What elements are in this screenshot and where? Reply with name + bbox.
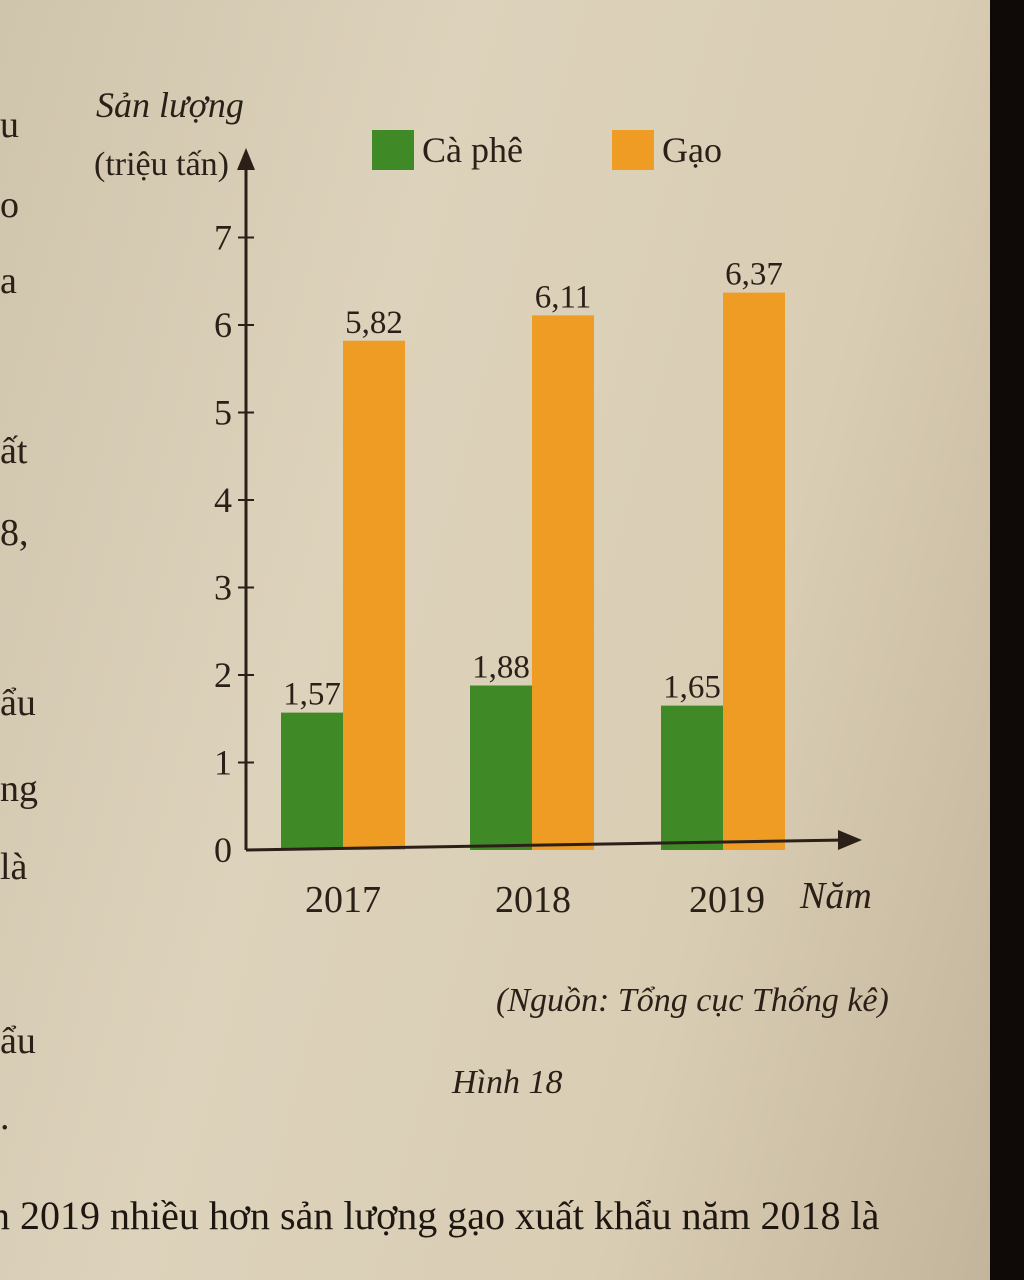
margin-fragment: ẩu xyxy=(0,1020,36,1062)
x-axis-arrow xyxy=(838,830,862,850)
margin-fragment: u xyxy=(0,104,19,146)
y-tick-label: 6 xyxy=(214,305,232,345)
source-note: (Nguồn: Tổng cục Thống kê) xyxy=(496,982,889,1019)
y-axis-unit: (triệu tấn) xyxy=(94,146,229,183)
legend-swatch-coffee xyxy=(372,130,414,170)
bar-coffee-2017 xyxy=(281,712,343,850)
body-text-line: n 2019 nhiều hơn sản lượng gạo xuất khẩu… xyxy=(0,1193,880,1238)
margin-fragment: a xyxy=(0,260,17,302)
legend-label-coffee: Cà phê xyxy=(422,130,523,170)
legend-label-rice: Gạo xyxy=(662,130,722,170)
y-tick-label: 4 xyxy=(214,480,232,520)
y-tick-label: 5 xyxy=(214,393,232,433)
bar-coffee-2018 xyxy=(470,685,532,850)
data-label: 6,37 xyxy=(725,257,783,293)
data-label: 6,11 xyxy=(535,279,592,315)
data-label: 1,57 xyxy=(283,677,341,713)
x-tick-label: 2019 xyxy=(689,879,765,921)
margin-fragment: ất xyxy=(0,430,28,472)
margin-fragment: là xyxy=(0,846,28,888)
bar-rice-2019 xyxy=(723,292,785,850)
x-tick-label: 2018 xyxy=(495,879,571,921)
margin-fragment: ẩu xyxy=(0,682,36,724)
data-label: 1,88 xyxy=(472,650,530,686)
legend-swatch-rice xyxy=(612,130,654,170)
margin-fragment: . xyxy=(0,1096,10,1138)
margin-fragment: ng xyxy=(0,768,38,810)
textbook-page: 0 1 2 3 4 5 6 7 1,57 1,88 1,65 5,82 6,11 6,37 2017 201… xyxy=(0,0,990,1280)
x-axis-title: Năm xyxy=(799,875,872,917)
data-label: 1,65 xyxy=(663,670,721,706)
y-tick-label: 7 xyxy=(214,218,232,258)
figure-caption: Hình 18 xyxy=(452,1064,563,1101)
y-axis-arrow xyxy=(237,148,255,170)
x-axis xyxy=(245,838,846,852)
margin-fragment: o xyxy=(0,184,19,226)
y-tick-label: 1 xyxy=(214,743,232,783)
y-tick-label: 2 xyxy=(214,655,232,695)
bar-rice-2017 xyxy=(343,340,405,850)
y-tick-label: 0 xyxy=(214,830,232,870)
data-label: 5,82 xyxy=(345,305,403,341)
bar-chart: 0 1 2 3 4 5 6 7 1,57 1,88 1,65 5,82 6,11 6,37 2017 201… xyxy=(94,85,872,921)
bar-rice-2018 xyxy=(532,315,594,850)
y-tick-label: 3 xyxy=(214,568,232,608)
bar-coffee-2019 xyxy=(661,705,723,850)
y-axis-title: Sản lượng xyxy=(96,85,244,125)
margin-fragment: 8, xyxy=(0,512,29,554)
x-tick-label: 2017 xyxy=(305,879,381,921)
